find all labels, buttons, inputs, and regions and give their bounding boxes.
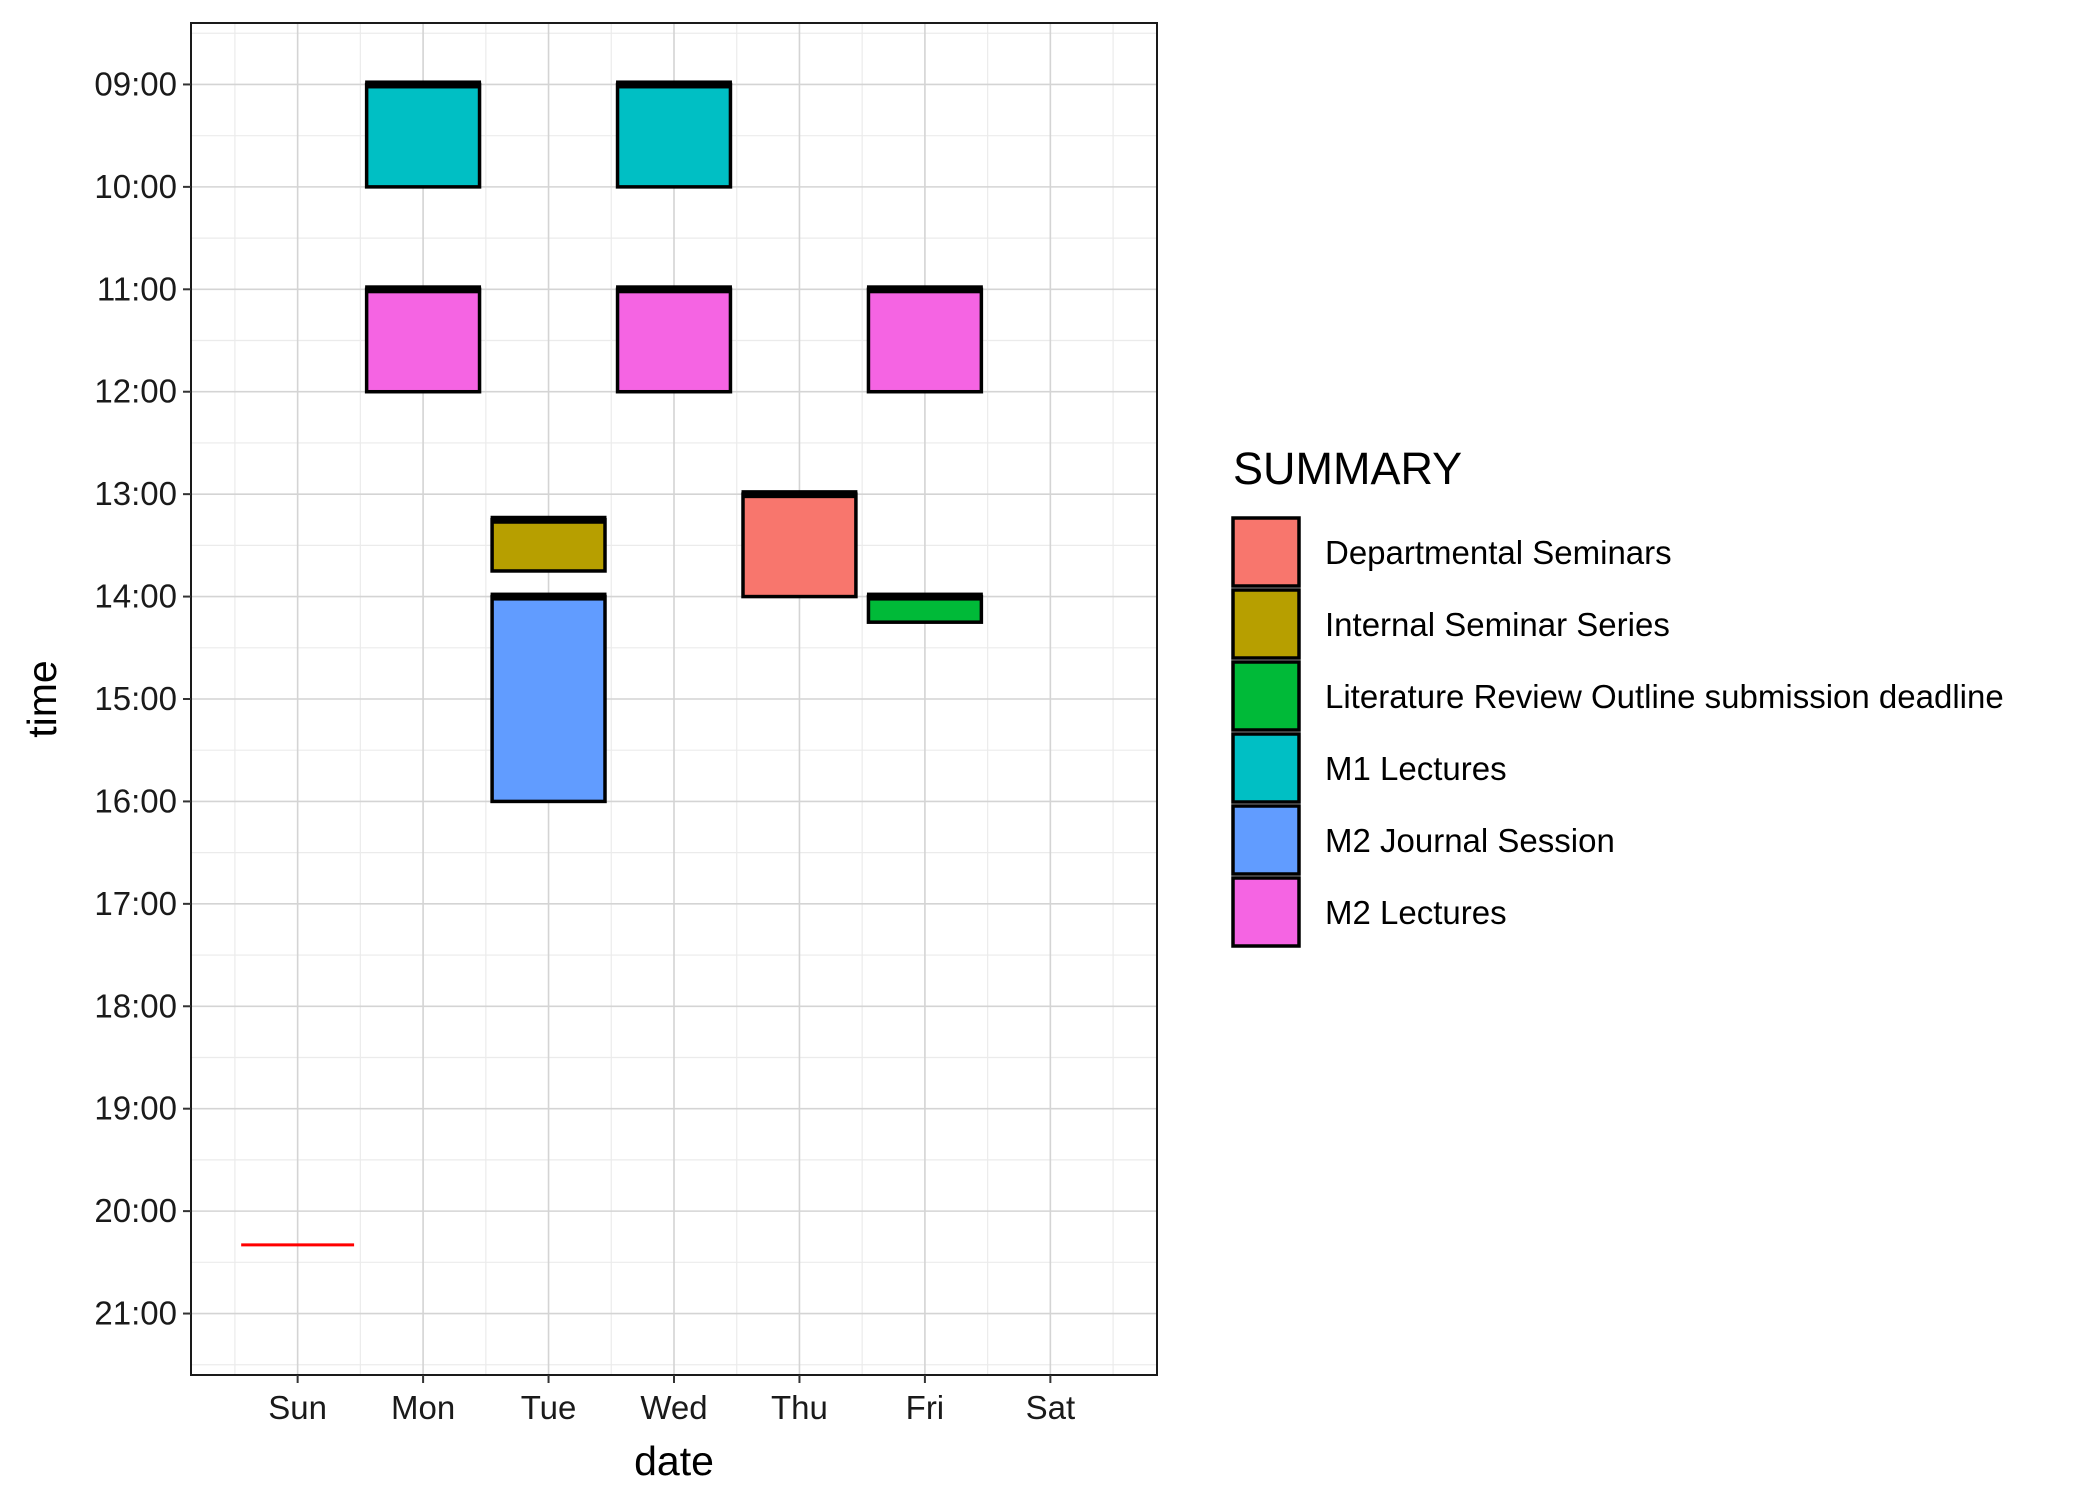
event-start-bar — [365, 80, 482, 89]
event-block — [364, 82, 482, 189]
legend-label: Literature Review Outline submission dea… — [1325, 678, 2004, 715]
event-start-bar — [365, 285, 482, 294]
x-tick-label: Fri — [906, 1389, 944, 1426]
y-tick-label: 19:00 — [94, 1090, 177, 1127]
event-block — [741, 492, 858, 599]
y-tick-label: 18:00 — [94, 987, 177, 1024]
event-start-bar — [616, 285, 732, 294]
y-tick-label: 17:00 — [94, 885, 177, 922]
y-tick-label: 09:00 — [94, 65, 177, 102]
y-tick-label: 12:00 — [94, 373, 177, 410]
legend-key — [1231, 876, 1301, 948]
event-block — [866, 287, 984, 394]
y-tick-label: 13:00 — [94, 475, 177, 512]
event-block — [490, 594, 607, 804]
legend: SUMMARY Departmental Seminars Internal Se… — [1231, 443, 2004, 948]
event-start-bar — [741, 490, 858, 499]
event-block — [615, 287, 733, 394]
event-start-bar — [866, 592, 983, 601]
y-tick-label: 15:00 — [94, 680, 177, 717]
event-block — [490, 518, 607, 573]
event-block — [364, 287, 482, 394]
y-tick-label: 21:00 — [94, 1295, 177, 1332]
x-tick-label: Mon — [391, 1389, 455, 1426]
x-axis-title: date — [634, 1438, 714, 1484]
x-tick-label: Tue — [521, 1389, 577, 1426]
event-start-bar — [866, 285, 983, 294]
legend-key — [1231, 516, 1301, 588]
x-tick-label: Sun — [268, 1389, 327, 1426]
y-tick-label: 14:00 — [94, 578, 177, 615]
y-tick-label: 16:00 — [94, 782, 177, 819]
legend-label: M2 Lectures — [1325, 894, 1507, 931]
legend-label: Departmental Seminars — [1325, 534, 1672, 571]
legend-key — [1231, 804, 1301, 876]
legend-key — [1231, 732, 1301, 804]
event-blocks — [364, 80, 984, 804]
legend-label: Internal Seminar Series — [1325, 606, 1670, 643]
event-block — [615, 82, 733, 189]
x-tick-label: Thu — [771, 1389, 828, 1426]
legend-key — [1231, 588, 1301, 660]
y-axis-title: time — [19, 660, 65, 737]
x-axis: Sun Mon Tue Wed Thu Fri Sat — [268, 1375, 1075, 1426]
x-tick-label: Sat — [1026, 1389, 1076, 1426]
x-tick-label: Wed — [640, 1389, 707, 1426]
legend-label: M2 Journal Session — [1325, 822, 1615, 859]
legend-label: M1 Lectures — [1325, 750, 1507, 787]
event-start-bar — [490, 592, 607, 601]
event-start-bar — [490, 515, 607, 524]
event-start-bar — [616, 80, 732, 89]
y-axis: 09:00 10:00 11:00 12:00 13:00 14:00 15:00 16:00… — [94, 65, 191, 1332]
y-tick-label: 20:00 — [94, 1192, 177, 1229]
y-tick-label: 10:00 — [94, 168, 177, 205]
event-block — [866, 594, 984, 624]
y-tick-label: 11:00 — [97, 270, 177, 307]
legend-title: SUMMARY — [1233, 443, 1462, 494]
legend-key — [1231, 660, 1301, 732]
